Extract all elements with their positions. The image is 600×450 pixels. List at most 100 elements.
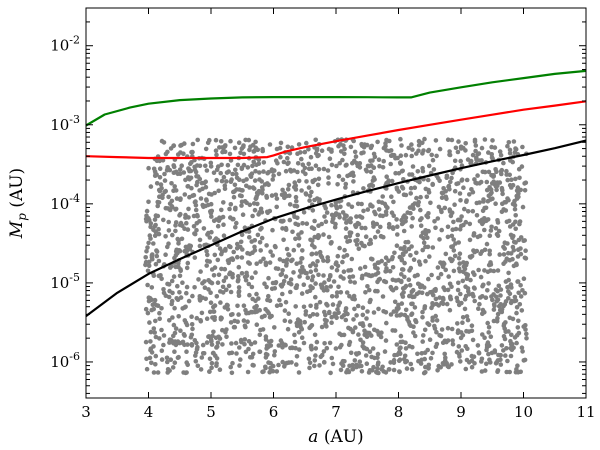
scatter-point bbox=[250, 163, 255, 169]
scatter-point bbox=[337, 160, 343, 166]
scatter-point bbox=[251, 201, 257, 206]
scatter-point bbox=[180, 339, 186, 345]
scatter-point bbox=[157, 336, 162, 341]
scatter-point bbox=[464, 357, 470, 363]
scatter-point bbox=[394, 185, 400, 191]
scatter-point bbox=[308, 154, 314, 160]
scatter-point bbox=[295, 169, 300, 175]
scatter-point bbox=[296, 236, 302, 241]
scatter-point bbox=[508, 283, 513, 288]
scatter-point bbox=[299, 335, 305, 341]
scatter-point bbox=[412, 305, 418, 310]
scatter-point bbox=[219, 162, 224, 168]
scatter-point bbox=[462, 306, 468, 312]
scatter-point bbox=[503, 279, 509, 284]
scatter-point bbox=[325, 303, 330, 308]
scatter-point bbox=[173, 249, 179, 254]
scatter-point bbox=[306, 356, 312, 362]
scatter-point bbox=[512, 206, 518, 212]
scatter-point bbox=[216, 218, 222, 223]
scatter-point bbox=[327, 156, 333, 161]
scatter-point bbox=[358, 321, 363, 327]
scatter-point bbox=[430, 181, 436, 187]
scatter-point bbox=[252, 148, 257, 154]
scatter-point bbox=[395, 232, 400, 237]
scatter-point bbox=[520, 204, 526, 210]
scatter-point bbox=[426, 276, 431, 282]
scatter-point bbox=[505, 177, 511, 183]
scatter-point bbox=[252, 238, 258, 243]
scatter-point bbox=[229, 177, 234, 182]
scatter-point bbox=[361, 150, 366, 155]
scatter-point bbox=[175, 283, 180, 289]
scatter-point bbox=[515, 279, 520, 284]
scatter-point bbox=[477, 219, 483, 224]
scatter-point bbox=[361, 186, 366, 191]
scatter-point bbox=[146, 259, 152, 265]
scatter-point bbox=[300, 264, 305, 270]
scatter-point bbox=[400, 168, 406, 174]
scatter-point bbox=[398, 153, 404, 158]
scatter-point bbox=[266, 275, 271, 281]
scatter-point bbox=[474, 157, 479, 162]
scatter-point bbox=[359, 275, 365, 281]
scatter-point bbox=[510, 159, 515, 165]
scatter-point bbox=[288, 345, 293, 351]
scatter-point bbox=[250, 309, 255, 315]
scatter-point bbox=[215, 280, 221, 286]
scatter-point bbox=[300, 248, 305, 253]
scatter-point bbox=[214, 356, 220, 361]
scatter-point bbox=[161, 217, 166, 223]
scatter-point bbox=[321, 232, 326, 237]
scatter-point bbox=[343, 185, 348, 190]
scatter-point bbox=[145, 268, 151, 274]
scatter-point bbox=[148, 347, 153, 353]
scatter-point bbox=[296, 178, 302, 184]
scatter-point bbox=[522, 188, 528, 193]
scatter-point bbox=[519, 164, 525, 169]
scatter-point bbox=[313, 281, 318, 286]
scatter-point bbox=[192, 255, 198, 260]
scatter-point bbox=[448, 294, 453, 300]
scatter-point bbox=[239, 255, 245, 260]
scatter-point bbox=[235, 278, 241, 284]
series-line bbox=[85, 69, 587, 127]
scatter-point bbox=[313, 346, 319, 351]
scatter-point bbox=[366, 163, 372, 169]
scatter-point bbox=[353, 154, 359, 159]
scatter-point bbox=[178, 211, 183, 217]
scatter-point bbox=[524, 336, 529, 341]
scatter-point bbox=[452, 158, 458, 164]
scatter-point bbox=[170, 365, 176, 370]
scatter-point bbox=[245, 165, 251, 170]
scatter-point bbox=[414, 250, 419, 256]
scatter-point bbox=[252, 178, 258, 183]
scatter-point bbox=[241, 144, 246, 150]
scatter-point bbox=[506, 270, 511, 276]
scatter-point bbox=[426, 211, 431, 216]
scatter-point bbox=[299, 291, 305, 296]
scatter-point bbox=[470, 337, 476, 343]
scatter-point bbox=[235, 303, 240, 309]
scatter-point bbox=[315, 259, 320, 264]
scatter-point bbox=[423, 370, 428, 375]
scatter-point bbox=[317, 249, 323, 255]
scatter-point bbox=[482, 335, 487, 341]
scatter-point bbox=[487, 248, 493, 254]
scatter-point bbox=[224, 179, 229, 184]
scatter-point bbox=[313, 137, 319, 143]
scatter-point bbox=[214, 152, 219, 158]
scatter-point bbox=[408, 293, 414, 299]
scatter-point bbox=[302, 149, 308, 155]
scatter-point bbox=[152, 330, 157, 335]
scatter-point bbox=[163, 234, 168, 239]
scatter-point bbox=[399, 143, 404, 148]
scatter-point bbox=[163, 188, 168, 194]
scatter-point bbox=[208, 160, 214, 166]
scatter-point bbox=[257, 307, 263, 313]
scatter-point bbox=[184, 349, 189, 355]
scatter-point bbox=[413, 318, 418, 324]
scatter-point bbox=[393, 170, 398, 176]
scatter-point bbox=[169, 181, 174, 186]
scatter-point bbox=[200, 281, 205, 286]
